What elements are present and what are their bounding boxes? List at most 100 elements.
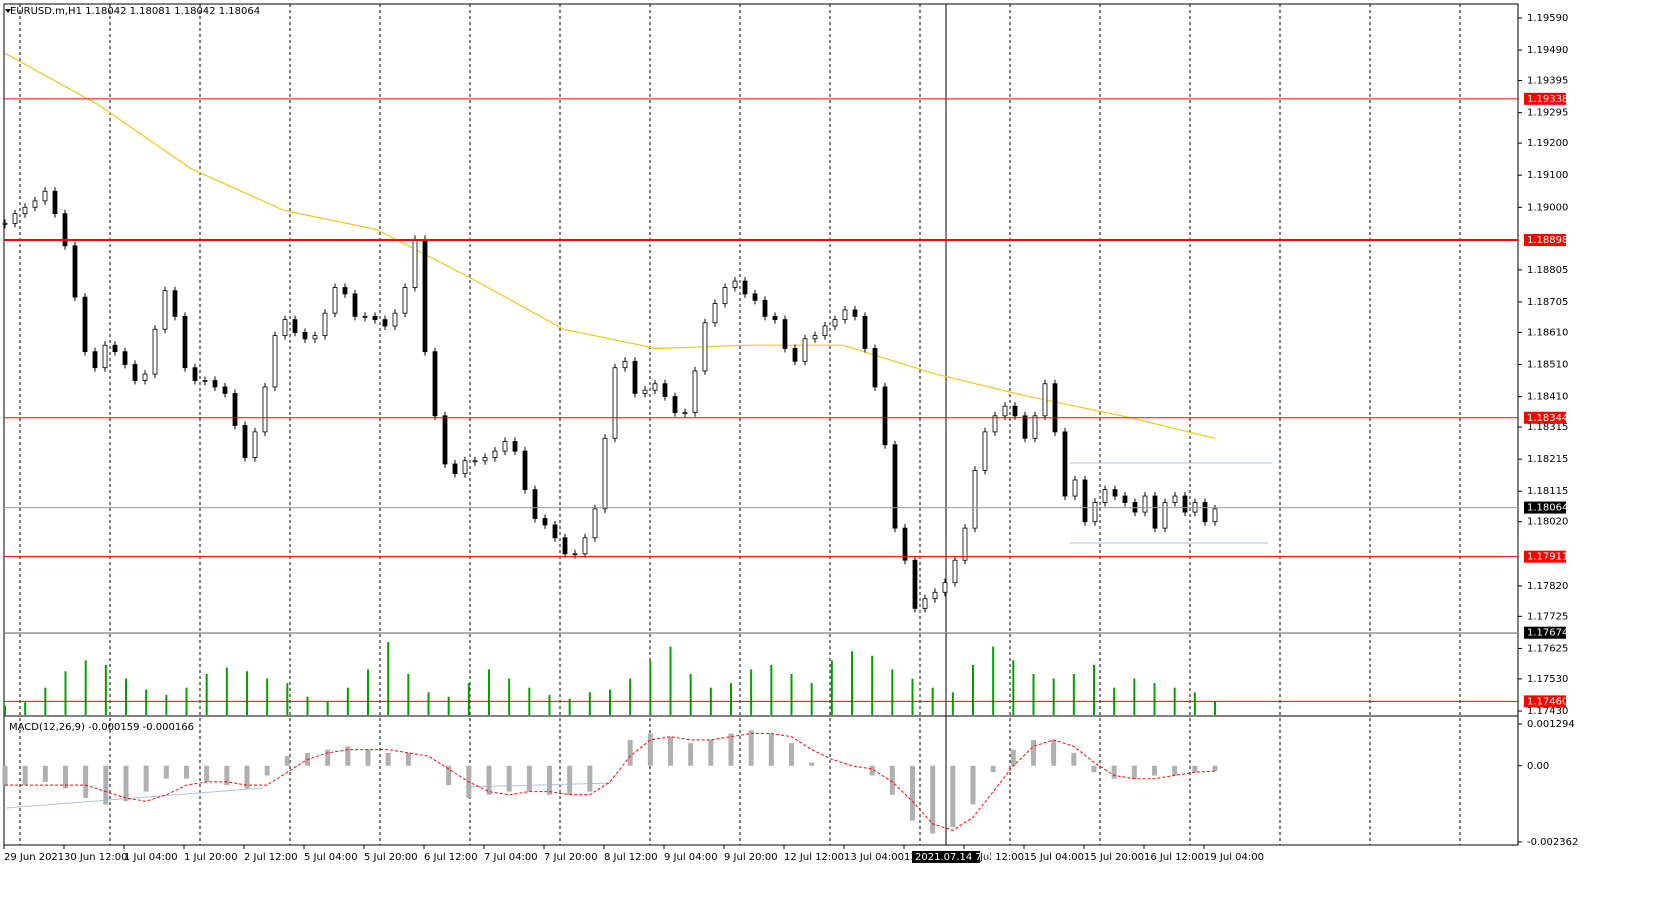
candle [812, 335, 818, 340]
time-label: 13 Jul 04:00 [844, 852, 904, 863]
price-label: 1.19295 [1527, 108, 1568, 119]
level-label: 1.18344 [1527, 413, 1568, 424]
candle [992, 415, 998, 433]
price-label: 1.17625 [1527, 643, 1568, 654]
candle [492, 450, 498, 458]
candle [822, 325, 828, 337]
macd-label: MACD(12,26,9) -0.000159 -0.000166 [9, 722, 194, 733]
candle [772, 315, 778, 320]
time-label: 9 Jul 20:00 [724, 852, 778, 863]
candle [1102, 489, 1108, 503]
candle [1082, 479, 1088, 523]
price-label: 1.19100 [1527, 170, 1568, 181]
candle [722, 287, 728, 304]
candle [842, 309, 848, 320]
price-label: 1.17725 [1527, 611, 1568, 622]
price-label: 1.18020 [1527, 517, 1568, 528]
candle [222, 386, 228, 394]
candle [652, 383, 658, 391]
crosshair-tag [912, 851, 980, 863]
candle [82, 296, 88, 353]
time-label: 19 Jul 04:00 [1204, 852, 1264, 863]
level-tag [1524, 550, 1566, 563]
candle [832, 319, 838, 327]
time-label: 14 Jul 12:00 [964, 852, 1024, 863]
candle [22, 206, 28, 215]
candle [32, 200, 38, 208]
candle [562, 537, 568, 555]
candle [612, 367, 618, 439]
level-label: 1.17460 [1527, 696, 1568, 707]
candle [1062, 431, 1068, 497]
candle [2, 222, 8, 225]
candle [72, 245, 78, 298]
time-label: 9 Jul 04:00 [664, 852, 718, 863]
candle [672, 396, 678, 414]
candle [962, 527, 968, 561]
candle [1142, 495, 1148, 513]
price-label: 1.19490 [1527, 45, 1568, 56]
candle [12, 213, 18, 224]
candle [162, 290, 168, 330]
candle [192, 367, 198, 381]
candle [382, 319, 388, 327]
macd-tick-label: 0.00 [1527, 761, 1549, 772]
candle [292, 319, 298, 333]
candle [552, 524, 558, 539]
candle [502, 441, 508, 452]
candle [452, 463, 458, 474]
level-tag [1524, 695, 1566, 708]
candle [792, 348, 798, 362]
price-label: 1.18410 [1527, 392, 1568, 403]
moving-average [4, 52, 1216, 439]
candle [132, 364, 138, 381]
price-label: 1.19590 [1527, 13, 1568, 24]
candle [482, 457, 488, 462]
candle [412, 238, 418, 288]
menu-arrow[interactable] [5, 9, 11, 13]
candle [762, 299, 768, 317]
macd-tick-label: 0.001294 [1527, 719, 1575, 730]
candle [592, 508, 598, 539]
candle [1212, 508, 1218, 523]
candle [872, 348, 878, 388]
candle [332, 287, 338, 314]
candle [1182, 495, 1188, 513]
candle [1052, 383, 1058, 433]
candle [252, 431, 258, 458]
candle [142, 373, 148, 381]
time-label: 15 Jul 20:00 [1084, 852, 1144, 863]
candle [122, 351, 128, 365]
candle [712, 303, 718, 324]
candle [732, 280, 738, 288]
candle [1092, 502, 1098, 523]
time-label: 16 Jul 12:00 [1144, 852, 1204, 863]
candle [312, 335, 318, 340]
candle [1032, 415, 1038, 439]
candle [232, 392, 238, 426]
price-label: 1.19000 [1527, 202, 1568, 213]
candle [1022, 415, 1028, 439]
level-label: 1.18898 [1527, 235, 1568, 246]
candle [1162, 502, 1168, 529]
time-label: 7 Jul 04:00 [484, 852, 538, 863]
candle [682, 412, 688, 415]
price-label: 1.18315 [1527, 422, 1568, 433]
chart-frame [3, 3, 1519, 846]
candle [852, 309, 858, 317]
candle [952, 559, 958, 584]
candle [362, 315, 368, 318]
candle [1012, 405, 1018, 417]
level-tag [1524, 626, 1566, 639]
time-label: 5 Jul 20:00 [364, 852, 418, 863]
candle [742, 280, 748, 295]
candle [702, 322, 708, 372]
candle [782, 319, 788, 349]
time-label: 8 Jul 12:00 [604, 852, 658, 863]
candle [982, 431, 988, 471]
price-label: 1.17820 [1527, 581, 1568, 592]
crosshair-label: 2021.07.14 7:00 [915, 852, 998, 863]
candle [1152, 495, 1158, 529]
price-label: 1.18215 [1527, 454, 1568, 465]
